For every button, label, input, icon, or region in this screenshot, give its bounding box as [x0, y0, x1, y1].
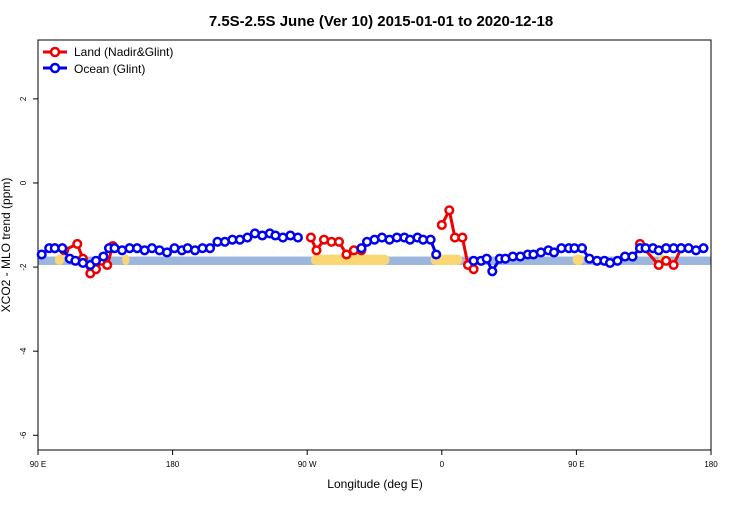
- ocean-data-point: [292, 232, 303, 243]
- y-tick-label: -4: [19, 347, 28, 355]
- land-background-band: [54, 254, 65, 265]
- legend-ocean-marker: [49, 62, 61, 74]
- x-tick-label: 180: [704, 460, 718, 469]
- ocean-data-point: [548, 247, 560, 258]
- land-data-point: [72, 238, 83, 249]
- x-tick-label: 90 E: [30, 460, 46, 469]
- ocean-data-point: [612, 255, 623, 266]
- ocean-data-point: [481, 253, 492, 264]
- ocean-data-point: [204, 243, 216, 254]
- land-data-point: [668, 259, 679, 271]
- plot-frame: [37, 39, 712, 451]
- land-data-point: [436, 219, 447, 231]
- x-axis: 90 E 180 90 W 0 90 E 180: [30, 450, 718, 469]
- land-background-band: [310, 254, 390, 265]
- ocean-data-point: [98, 251, 109, 262]
- y-tick-label: 2: [19, 96, 28, 101]
- x-axis-label: Longitude (deg E): [327, 477, 422, 491]
- chart-title: 7.5S-2.5S June (Ver 10) 2015-01-01 to 20…: [209, 13, 553, 30]
- ocean-data-point: [161, 247, 173, 258]
- ocean-data-point: [57, 243, 68, 254]
- x-tick-label: 0: [440, 460, 445, 469]
- land-data-point: [661, 255, 672, 266]
- ocean-data-point: [90, 255, 102, 266]
- ocean-data-point: [36, 249, 47, 260]
- legend: Land (Nadir&Glint) Ocean (Glint): [43, 45, 173, 76]
- ocean-data-point: [431, 249, 442, 260]
- land-data-point: [341, 249, 352, 260]
- y-tick-label: -6: [19, 431, 28, 439]
- ocean-data-point: [242, 232, 253, 243]
- legend-ocean-label: Ocean (Glint): [74, 62, 145, 76]
- land-data-point: [305, 232, 316, 243]
- ocean-data-point: [576, 243, 588, 254]
- ocean-data-point: [425, 234, 436, 245]
- ocean-data-point: [627, 251, 638, 262]
- x-tick-label: 90 E: [568, 460, 584, 469]
- y-axis-label: XCO2 - MLO trend (ppm): [0, 178, 13, 313]
- land-data-point: [653, 259, 664, 271]
- land-data-point: [311, 245, 322, 256]
- ocean-data-point: [698, 243, 709, 254]
- y-axis: 2 0 -2 -4 -6: [19, 96, 38, 439]
- land-background-band: [122, 254, 130, 265]
- land-data-point: [468, 264, 479, 275]
- legend-land-marker: [49, 46, 61, 58]
- x-tick-label: 90 W: [298, 460, 317, 469]
- series-layer: [36, 205, 709, 279]
- land-data-point: [102, 259, 113, 271]
- ocean-data-point: [356, 243, 367, 254]
- land-data-point: [333, 236, 345, 247]
- land-data-point: [444, 205, 455, 216]
- ocean-data-point: [487, 266, 498, 277]
- land-background-band: [572, 254, 584, 265]
- y-tick-label: -2: [19, 263, 28, 271]
- legend-land-label: Land (Nadir&Glint): [74, 45, 173, 59]
- land-data-point: [457, 232, 468, 243]
- x-tick-label: 180: [166, 460, 180, 469]
- y-tick-label: 0: [19, 180, 28, 185]
